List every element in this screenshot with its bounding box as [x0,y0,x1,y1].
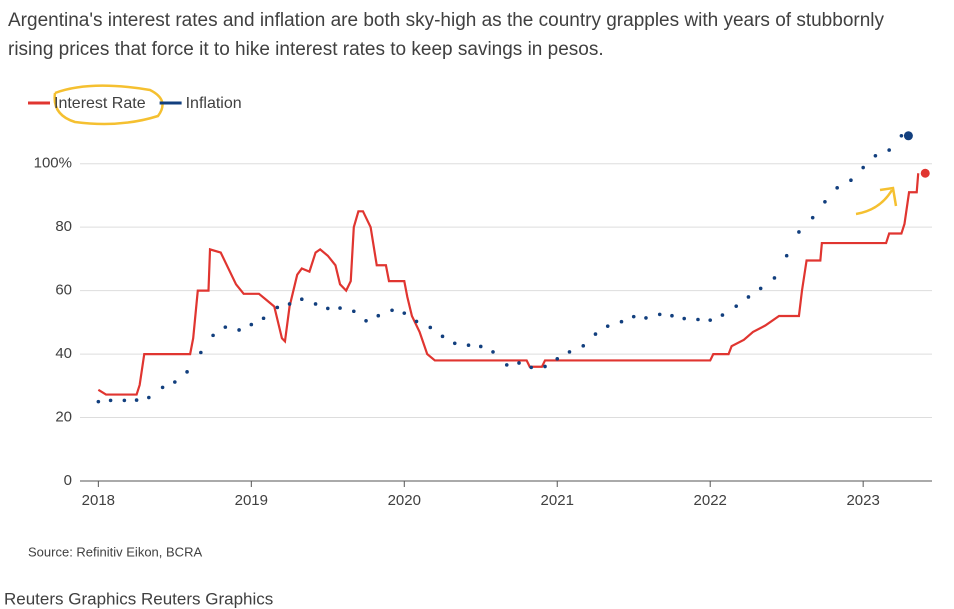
dot [504,363,509,367]
dot [108,398,113,403]
dot [261,316,266,321]
dot [631,314,636,319]
dot [390,308,394,313]
dot [211,333,215,338]
dot [364,318,368,323]
dot [887,148,891,152]
dot [772,276,777,280]
dot [402,311,407,315]
x-tick-label: 2018 [82,492,115,509]
dot [414,319,419,324]
dot [173,380,177,384]
dot [491,350,495,354]
x-tick-label: 2022 [694,492,727,509]
dot [517,361,521,365]
dot [720,313,725,317]
x-tick-label: 2020 [388,492,421,509]
dot [352,309,356,314]
dot [428,325,433,330]
dot [593,332,598,336]
x-tick-label: 2021 [541,492,574,509]
dot [478,344,483,349]
dot [376,313,381,318]
annotation-arrow [855,186,898,216]
dot [835,186,839,190]
dot [466,343,471,348]
dot [543,364,547,369]
source: Source: Refinitiv Eikon, BCRA [28,544,202,559]
dot [657,312,662,317]
dot [134,398,139,402]
dot [529,365,534,370]
line [97,173,920,396]
y-tick-label: 60 [55,282,72,299]
dot [160,385,165,390]
y-tick-label: 80 [55,218,72,235]
dot [670,313,674,318]
dot [581,344,586,348]
dot [185,370,189,374]
dot [555,357,560,361]
dot [708,318,713,322]
dot [784,253,789,258]
dot [452,341,457,346]
x-tick-label: 2023 [846,492,879,509]
dot [696,317,700,322]
dot [249,322,254,327]
annotation-circle [53,84,164,126]
footer: Reuters Graphics Reuters Graphics [4,589,273,608]
dot [810,215,815,220]
dot [849,178,853,183]
dot [147,395,151,400]
dot [122,398,127,403]
x-tick-label: 2019 [235,492,268,509]
dot [746,295,751,299]
dot [96,399,101,404]
y-tick-label: 20 [55,409,72,426]
dot [275,305,280,310]
dot [325,306,330,311]
dot [758,286,763,291]
dot [287,302,292,306]
dot [797,230,801,234]
dot [313,302,318,306]
end-marker [903,131,913,141]
dot [873,153,878,158]
end-marker [920,168,930,178]
dot [223,325,228,329]
dot [734,304,739,308]
dot [861,165,865,170]
dot [682,316,687,321]
dot [237,328,241,332]
dot [299,297,304,302]
dot [644,316,648,320]
y-tick-label: 100% [34,155,72,172]
dot [619,319,624,324]
dot [199,350,203,355]
dot [899,134,904,138]
legend-label: Interest Rate [54,95,146,112]
y-tick-label: 40 [55,345,72,362]
legend-label: Inflation [186,95,242,112]
subtitle: Argentina's interest rates and inflation… [8,10,884,60]
y-tick-label: 0 [64,472,72,489]
dot [440,334,445,339]
dot [823,200,827,204]
dot [605,324,610,328]
dot [567,350,572,354]
dot [338,306,342,310]
